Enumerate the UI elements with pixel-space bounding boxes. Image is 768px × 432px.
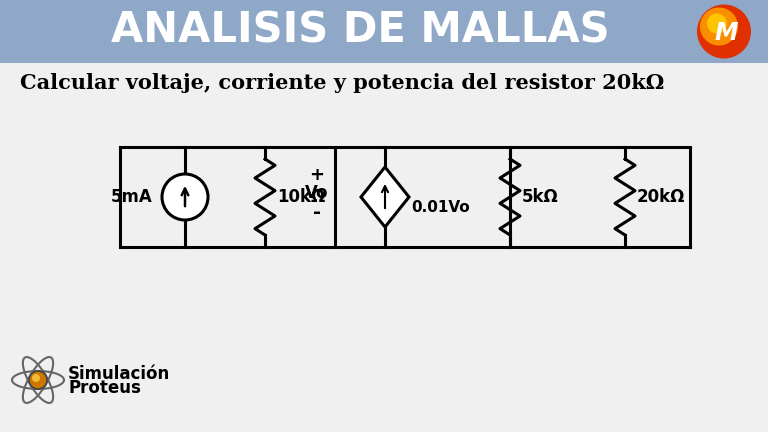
Circle shape: [700, 7, 738, 45]
Text: Calcular voltaje, corriente y potencia del resistor 20kΩ: Calcular voltaje, corriente y potencia d…: [20, 73, 664, 93]
Circle shape: [29, 371, 47, 389]
Circle shape: [162, 174, 208, 220]
Text: ANALISIS DE MALLAS: ANALISIS DE MALLAS: [111, 10, 609, 51]
Polygon shape: [361, 167, 409, 227]
Text: Simulación: Simulación: [68, 365, 170, 383]
FancyBboxPatch shape: [0, 0, 768, 63]
Circle shape: [697, 4, 751, 58]
Text: +: +: [310, 166, 325, 184]
Text: 5kΩ: 5kΩ: [522, 188, 559, 206]
Text: Vo: Vo: [305, 184, 329, 202]
Text: 20kΩ: 20kΩ: [637, 188, 685, 206]
Text: M: M: [714, 20, 738, 44]
Circle shape: [707, 13, 727, 34]
Circle shape: [32, 374, 40, 382]
Text: Proteus: Proteus: [68, 379, 141, 397]
Text: 0.01Vo: 0.01Vo: [411, 200, 469, 215]
Text: 10kΩ: 10kΩ: [277, 188, 326, 206]
Text: 5mA: 5mA: [111, 188, 152, 206]
Text: -: -: [313, 203, 321, 222]
